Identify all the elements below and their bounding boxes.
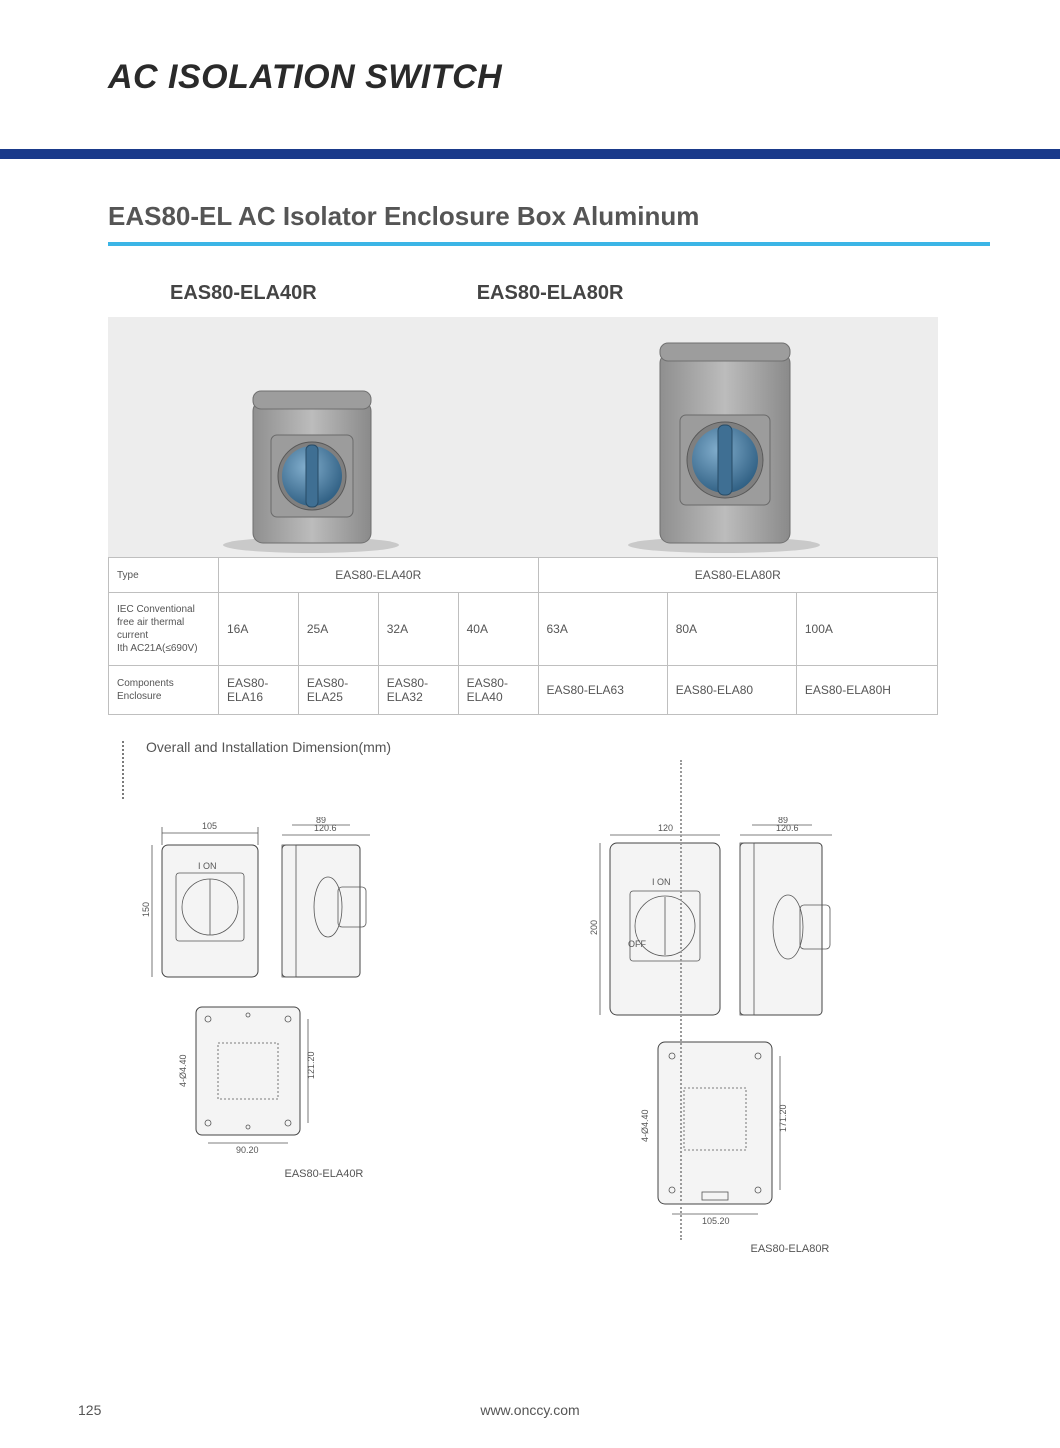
- spec-table: Type EAS80-ELA40R EAS80-ELA80R IEC Conve…: [108, 557, 938, 715]
- current-cell: 16A: [219, 593, 299, 666]
- dimension-header: Overall and Installation Dimension(mm): [146, 739, 391, 755]
- back-view-left: 4-Ø4.40 121.20 90.20: [164, 997, 334, 1157]
- type-cell-right: EAS80-ELA80R: [538, 558, 938, 593]
- svg-text:OFF: OFF: [628, 939, 646, 949]
- svg-text:121.20: 121.20: [306, 1051, 316, 1079]
- table-row: Components Enclosure EAS80- ELA16 EAS80-…: [109, 666, 938, 715]
- current-cell: 40A: [458, 593, 538, 666]
- title-underline-navy: [0, 149, 1060, 159]
- comp-cell: EAS80-ELA63: [538, 666, 667, 715]
- svg-text:200: 200: [589, 920, 599, 935]
- row-label-comp: Components Enclosure: [109, 666, 219, 715]
- product-render-right: [606, 323, 846, 553]
- type-cell-left: EAS80-ELA40R: [219, 558, 539, 593]
- dotted-divider-icon: [122, 741, 124, 799]
- diagram-right: 120 I ON OFF 200 120.6 89: [580, 817, 1000, 1255]
- right-dotted-divider: [680, 760, 682, 1240]
- front-side-view-right: 120 I ON OFF 200 120.6 89: [580, 817, 860, 1027]
- current-cell: 32A: [378, 593, 458, 666]
- subtitle-underline-cyan: [108, 242, 990, 246]
- front-side-view-left: 105 I ON 150 120.6: [132, 817, 392, 992]
- svg-text:150: 150: [141, 902, 151, 917]
- svg-text:105: 105: [202, 821, 217, 831]
- page-title: AC ISOLATION SWITCH: [108, 58, 1000, 97]
- svg-text:90.20: 90.20: [236, 1145, 259, 1155]
- current-cell: 80A: [667, 593, 796, 666]
- page-footer: 125 www.onccy.com: [0, 1402, 1060, 1418]
- model-labels-row: EAS80-ELA40R EAS80-ELA80R: [170, 282, 1000, 305]
- svg-text:I ON: I ON: [198, 861, 217, 871]
- diagram-row: 105 I ON 150 120.6: [132, 817, 1000, 1255]
- svg-text:171.20: 171.20: [778, 1104, 788, 1132]
- diagram-caption-right: EAS80-ELA80R: [580, 1243, 1000, 1255]
- product-render-left: [201, 343, 421, 553]
- comp-cell: EAS80- ELA32: [378, 666, 458, 715]
- row-label-current: IEC Conventional free air thermal curren…: [109, 593, 219, 666]
- svg-text:105.20: 105.20: [702, 1216, 730, 1226]
- footer-url: www.onccy.com: [0, 1402, 1060, 1418]
- comp-cell: EAS80- ELA16: [219, 666, 299, 715]
- svg-text:4-Ø4.40: 4-Ø4.40: [178, 1054, 188, 1087]
- current-cell: 100A: [796, 593, 937, 666]
- row-label-type: Type: [109, 558, 219, 593]
- page-subtitle: EAS80-EL AC Isolator Enclosure Box Alumi…: [108, 201, 1000, 232]
- svg-text:I ON: I ON: [652, 877, 671, 887]
- svg-text:4-Ø4.40: 4-Ø4.40: [640, 1109, 650, 1142]
- comp-cell: EAS80-ELA80H: [796, 666, 937, 715]
- comp-cell: EAS80- ELA40: [458, 666, 538, 715]
- model-label-left: EAS80-ELA40R: [170, 282, 317, 305]
- svg-text:89: 89: [778, 817, 788, 825]
- svg-text:120: 120: [658, 823, 673, 833]
- comp-cell: EAS80-ELA80: [667, 666, 796, 715]
- diagram-left: 105 I ON 150 120.6: [132, 817, 516, 1255]
- dimension-header-row: Overall and Installation Dimension(mm): [122, 741, 1000, 799]
- model-label-right: EAS80-ELA80R: [477, 282, 624, 305]
- diagram-caption-left: EAS80-ELA40R: [132, 1168, 516, 1180]
- back-view-right: 4-Ø4.40 171.20 105.20: [626, 1032, 806, 1232]
- current-cell: 25A: [298, 593, 378, 666]
- comp-cell: EAS80- ELA25: [298, 666, 378, 715]
- hero-product-area: [108, 317, 938, 557]
- current-cell: 63A: [538, 593, 667, 666]
- table-row: IEC Conventional free air thermal curren…: [109, 593, 938, 666]
- svg-text:89: 89: [316, 817, 326, 825]
- table-row: Type EAS80-ELA40R EAS80-ELA80R: [109, 558, 938, 593]
